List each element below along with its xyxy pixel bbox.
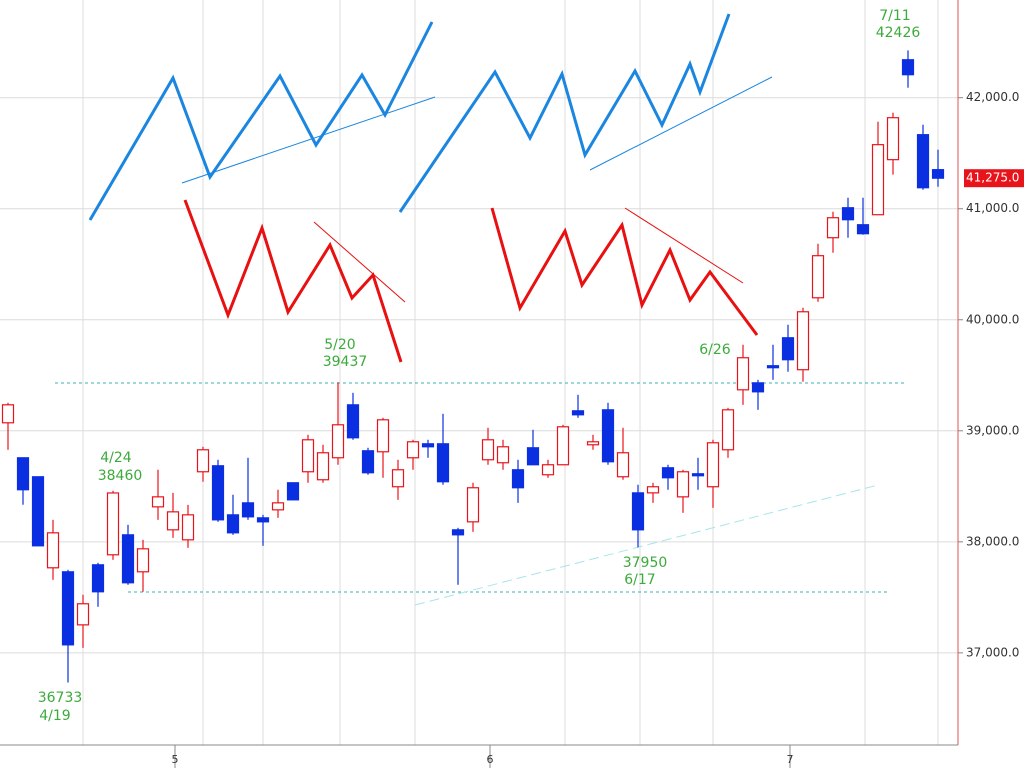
candle-body (256, 517, 270, 523)
candle-body (46, 532, 60, 569)
candle-body (856, 224, 870, 235)
candle-body (496, 446, 510, 464)
y-tick-label: 42,000.0 (966, 90, 1019, 104)
candle-body (736, 357, 750, 391)
candle-body (286, 482, 300, 501)
candle-body (31, 476, 45, 547)
annotation-date: 4/19 (39, 708, 70, 724)
candle-body (406, 441, 420, 459)
candle-body (331, 424, 345, 459)
candle-body (571, 410, 585, 416)
candle-body (826, 217, 840, 239)
annotation-value: 37950 (623, 555, 668, 571)
candle-body (691, 473, 705, 477)
candle-body (931, 169, 945, 179)
y-tick-label: 41,000.0 (966, 201, 1019, 215)
candle-body (871, 144, 885, 216)
candle-body (916, 134, 930, 189)
annotation-date: 6/26 (699, 342, 731, 358)
candle-body (106, 492, 120, 556)
candle-body (181, 514, 195, 541)
candle-body (901, 59, 915, 76)
annotation-date: 7/11 (879, 8, 910, 24)
candle-body (601, 409, 615, 463)
candle-body (166, 511, 180, 531)
candle-body (1, 404, 15, 424)
candle-body (541, 464, 555, 476)
candle-body (301, 439, 315, 473)
candle-body (721, 409, 735, 451)
candle-body (421, 443, 435, 448)
annotation-value: 38460 (98, 468, 143, 484)
annotation-date: 4/24 (100, 450, 132, 466)
candle-body (661, 467, 675, 479)
annotation-date: 6/17 (624, 572, 655, 588)
candle-body (346, 404, 360, 439)
candle-body (556, 426, 570, 466)
candle-body (361, 450, 375, 474)
candle-body (526, 447, 540, 466)
last-price-box (964, 169, 1024, 188)
candle-body (316, 452, 330, 481)
candle-body (226, 514, 240, 534)
annotation-value: 39437 (323, 354, 368, 370)
candle-body (241, 502, 255, 518)
x-tick-label: 7 (787, 753, 794, 766)
y-tick-label: 39,000.0 (966, 423, 1019, 437)
candle-body (796, 311, 810, 371)
candle-body (61, 571, 75, 646)
candle-body (766, 365, 780, 369)
candle-body (376, 419, 390, 453)
y-tick-label: 40,000.0 (966, 312, 1019, 326)
annotation-value: 36733 (38, 690, 83, 706)
candle-body (271, 502, 285, 511)
candle-body (616, 452, 630, 478)
candle-body (646, 486, 660, 494)
y-tick-label: 37,000.0 (966, 645, 1019, 659)
last-price-label: 41,275.0 (966, 171, 1019, 185)
candle-body (811, 255, 825, 299)
candle-body (511, 469, 525, 489)
candle-body (781, 337, 795, 361)
candle-body (676, 471, 690, 498)
candle-body (391, 469, 405, 488)
candle-body (211, 465, 225, 521)
candle-body (136, 548, 150, 573)
x-tick-label: 5 (172, 753, 179, 766)
candle-body (16, 457, 30, 491)
candle-body (91, 564, 105, 593)
annotation-date: 5/20 (324, 337, 355, 353)
candle-body (751, 382, 765, 393)
candle-body (586, 441, 600, 446)
candle-body (196, 449, 210, 473)
vertical-grid (82, 0, 939, 745)
candle-body (76, 603, 90, 626)
candle-body (451, 529, 465, 536)
candle-body (151, 496, 165, 508)
candle-body (466, 487, 480, 523)
candle-body (631, 492, 645, 531)
annotation-value: 42426 (876, 25, 921, 41)
y-tick-label: 38,000.0 (966, 534, 1019, 548)
candle-body (841, 207, 855, 221)
candle-body (121, 534, 135, 584)
candle-body (886, 117, 900, 161)
x-tick-label: 6 (487, 753, 494, 766)
candle-body (436, 443, 450, 483)
candle-body (706, 442, 720, 488)
candle-body (481, 439, 495, 461)
